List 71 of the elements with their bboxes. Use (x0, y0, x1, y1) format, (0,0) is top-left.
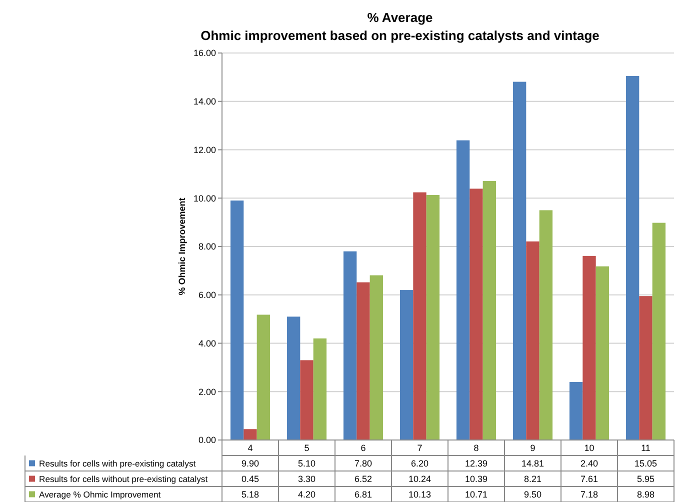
data-label: 7.61 (580, 474, 598, 484)
y-tick-label: 16.00 (193, 48, 216, 58)
bar (582, 256, 596, 440)
legend-label: Average % Ohmic Improvement (39, 489, 162, 500)
y-axis-title: % Ohmic Improvement (177, 198, 187, 296)
x-tick-label: 8 (474, 442, 479, 453)
bar (286, 316, 300, 440)
legend-label: Results for cells without pre-existing catalyst (39, 474, 208, 484)
data-label: 14.81 (521, 458, 544, 468)
y-tick-label: 4.00 (198, 338, 216, 348)
bar (244, 429, 257, 440)
x-tick-label: 9 (530, 442, 536, 453)
y-tick-label: 12.00 (193, 144, 216, 155)
bar (356, 282, 370, 440)
data-label: 5.18 (241, 489, 260, 500)
bar (626, 76, 640, 440)
data-label: 10.39 (464, 474, 488, 484)
x-tick-label: 7 (417, 442, 422, 453)
data-label: 5.10 (298, 458, 316, 468)
data-label: 7.18 (580, 489, 598, 500)
data-label: 5.95 (636, 474, 655, 484)
bar (370, 275, 384, 440)
data-label: 0.45 (241, 474, 260, 484)
x-tick-label: 4 (248, 442, 253, 453)
y-tick-label: 0.00 (198, 435, 216, 446)
y-tick-label: 2.00 (198, 386, 216, 397)
x-tick-label: 5 (304, 442, 310, 453)
bar (256, 314, 270, 440)
data-label: 10.13 (408, 489, 432, 500)
data-label: 6.81 (354, 489, 372, 500)
data-label: 2.40 (580, 458, 598, 468)
x-tick-label: 10 (584, 442, 594, 453)
data-label: 12.39 (464, 458, 488, 468)
data-label: 15.05 (634, 458, 658, 468)
chart-title: % Average (367, 10, 433, 25)
data-label: 3.30 (298, 474, 316, 484)
x-tick-label: 11 (641, 442, 650, 453)
bar (470, 188, 483, 440)
y-tick-label: 10.00 (193, 193, 216, 204)
bar (596, 266, 610, 440)
data-label: 10.24 (408, 474, 432, 484)
y-tick-label: 6.00 (198, 290, 216, 300)
x-tick-label: 6 (360, 442, 366, 453)
bar (413, 192, 426, 440)
bar (526, 241, 540, 440)
data-label: 6.52 (354, 474, 372, 484)
data-label: 8.98 (636, 489, 655, 500)
data-label: 4.20 (298, 489, 316, 500)
data-label: 7.80 (354, 458, 372, 468)
data-label: 10.71 (464, 489, 488, 500)
data-label: 8.21 (524, 474, 542, 484)
y-tick-label: 8.00 (198, 242, 216, 252)
bar (456, 140, 470, 440)
bar (343, 251, 357, 440)
bar (539, 210, 553, 440)
data-label: 6.20 (410, 458, 429, 468)
y-tick-label: 14.00 (193, 96, 216, 107)
data-label: 9.50 (524, 489, 542, 500)
bar (300, 360, 314, 440)
bar (313, 338, 327, 440)
legend-label: Results for cells with pre-existing catalyst (39, 458, 196, 468)
data-label: 9.90 (241, 458, 260, 468)
bar (512, 82, 526, 440)
bar (426, 194, 440, 440)
bar (652, 222, 666, 440)
chart-subtitle: Ohmic improvement based on pre-existing catalysts and vintage (200, 28, 600, 43)
bar (482, 180, 496, 440)
bar (230, 200, 244, 440)
bar (400, 290, 414, 440)
bar (639, 296, 652, 440)
bar (569, 382, 583, 440)
